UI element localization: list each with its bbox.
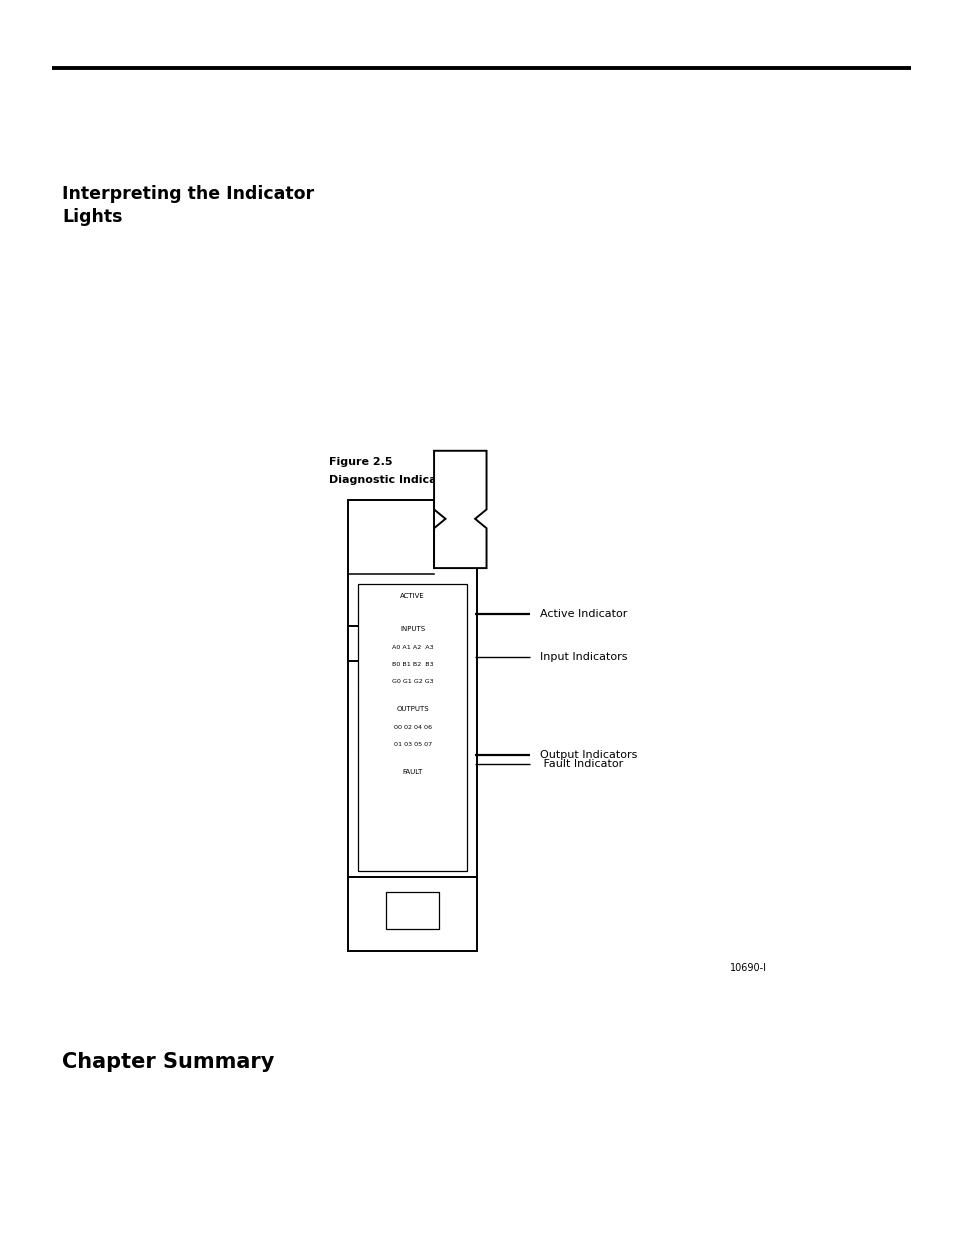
Text: Diagnostic Indicators: Diagnostic Indicators (329, 475, 461, 485)
Text: OUTPUTS: OUTPUTS (395, 706, 429, 713)
Text: FAULT: FAULT (402, 769, 422, 776)
Text: Input Indicators: Input Indicators (539, 652, 627, 662)
Polygon shape (434, 451, 486, 568)
Text: Active Indicator: Active Indicator (539, 609, 627, 619)
Text: A0 A1 A2  A3: A0 A1 A2 A3 (392, 645, 433, 650)
Bar (348, 626, 400, 661)
Text: 10690-I: 10690-I (729, 963, 766, 973)
Text: Output Indicators: Output Indicators (539, 750, 637, 760)
Bar (357, 584, 467, 871)
Text: 01 03 05 07: 01 03 05 07 (394, 742, 431, 747)
Text: B0 B1 B2  B3: B0 B1 B2 B3 (392, 662, 433, 667)
Text: 00 02 04 06: 00 02 04 06 (394, 725, 431, 730)
Text: INPUTS: INPUTS (399, 626, 425, 632)
Polygon shape (348, 500, 476, 951)
Text: Chapter Summary: Chapter Summary (62, 1052, 274, 1072)
Text: G0 G1 G2 G3: G0 G1 G2 G3 (392, 679, 433, 684)
Text: ACTIVE: ACTIVE (400, 593, 424, 599)
Text: Figure 2.5: Figure 2.5 (329, 457, 393, 467)
Text: Interpreting the Indicator
Lights: Interpreting the Indicator Lights (62, 185, 314, 226)
Text: Fault Indicator: Fault Indicator (539, 760, 622, 769)
Bar (386, 892, 438, 929)
